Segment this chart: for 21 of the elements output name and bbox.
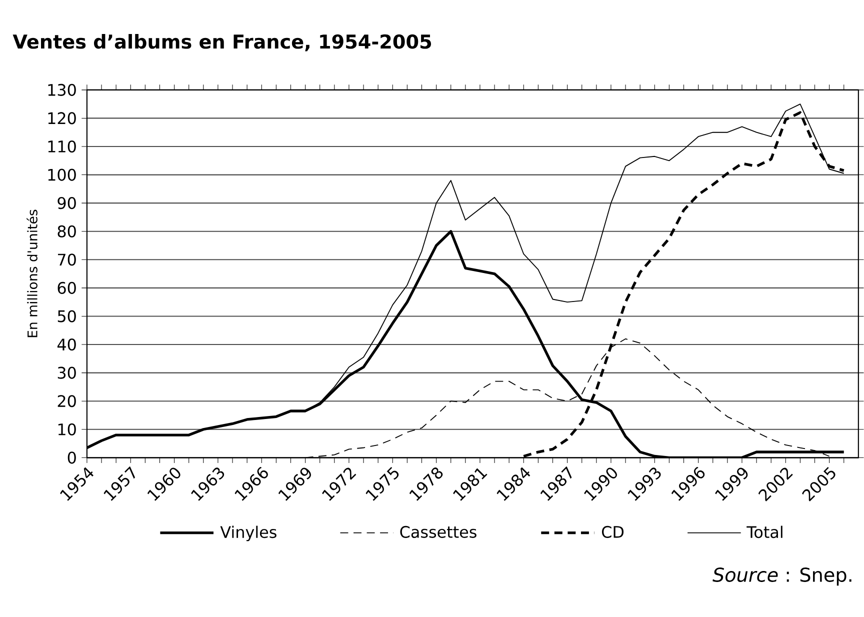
y-tick-label: 50 [58, 310, 76, 322]
y-tick-label: 130 [48, 84, 76, 96]
y-tick-label: 110 [48, 140, 76, 153]
y-tick-label: 0 [68, 452, 76, 464]
y-tick-label: 80 [58, 226, 76, 238]
legend-label: Total [746, 526, 782, 538]
legend-label: CD [602, 526, 624, 538]
legend-label: Cassettes [400, 526, 476, 538]
y-tick-label: 70 [58, 254, 76, 266]
y-axis-title: En millions d'unités [26, 210, 38, 338]
y-tick-label: 60 [58, 282, 76, 294]
legend-label: Vinyles [220, 526, 276, 542]
y-tick-label: 90 [58, 197, 76, 210]
text: Source : Snep. [712, 568, 852, 586]
y-tick-label: 120 [48, 112, 76, 124]
y-tick-label: 20 [58, 395, 76, 408]
y-tick-label: 100 [48, 168, 76, 182]
y-tick-label: 40 [57, 338, 76, 351]
y-tick-label: 10 [58, 424, 76, 436]
y-tick-label: 30 [58, 366, 76, 380]
chart-title: Ventes d’albums en France, 1954-2005 [12, 34, 432, 52]
